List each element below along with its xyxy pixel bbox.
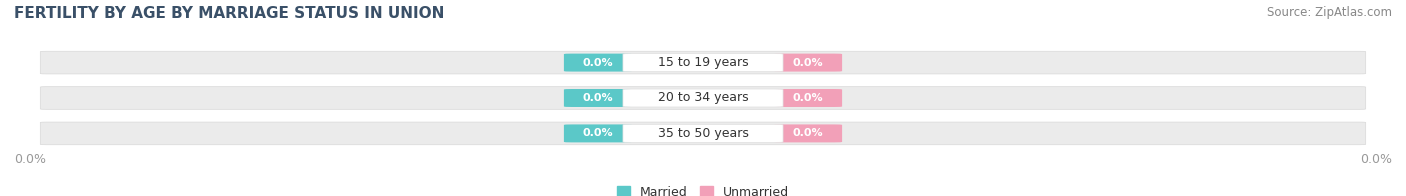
FancyBboxPatch shape <box>564 89 633 107</box>
FancyBboxPatch shape <box>41 51 1365 74</box>
Text: Source: ZipAtlas.com: Source: ZipAtlas.com <box>1267 6 1392 19</box>
FancyBboxPatch shape <box>773 54 842 72</box>
Legend: Married, Unmarried: Married, Unmarried <box>612 181 794 196</box>
Text: 0.0%: 0.0% <box>793 128 824 138</box>
Text: 0.0%: 0.0% <box>582 58 613 68</box>
Text: 0.0%: 0.0% <box>793 58 824 68</box>
Text: 0.0%: 0.0% <box>793 93 824 103</box>
Text: 0.0%: 0.0% <box>1360 153 1392 166</box>
Text: 20 to 34 years: 20 to 34 years <box>658 92 748 104</box>
FancyBboxPatch shape <box>623 124 783 142</box>
FancyBboxPatch shape <box>773 124 842 142</box>
Text: 0.0%: 0.0% <box>14 153 46 166</box>
Text: 0.0%: 0.0% <box>582 128 613 138</box>
FancyBboxPatch shape <box>773 89 842 107</box>
Text: 0.0%: 0.0% <box>582 93 613 103</box>
FancyBboxPatch shape <box>564 54 633 72</box>
FancyBboxPatch shape <box>41 122 1365 145</box>
FancyBboxPatch shape <box>623 54 783 72</box>
Text: FERTILITY BY AGE BY MARRIAGE STATUS IN UNION: FERTILITY BY AGE BY MARRIAGE STATUS IN U… <box>14 6 444 21</box>
FancyBboxPatch shape <box>623 89 783 107</box>
Text: 15 to 19 years: 15 to 19 years <box>658 56 748 69</box>
Text: 35 to 50 years: 35 to 50 years <box>658 127 748 140</box>
FancyBboxPatch shape <box>41 87 1365 109</box>
FancyBboxPatch shape <box>564 124 633 142</box>
